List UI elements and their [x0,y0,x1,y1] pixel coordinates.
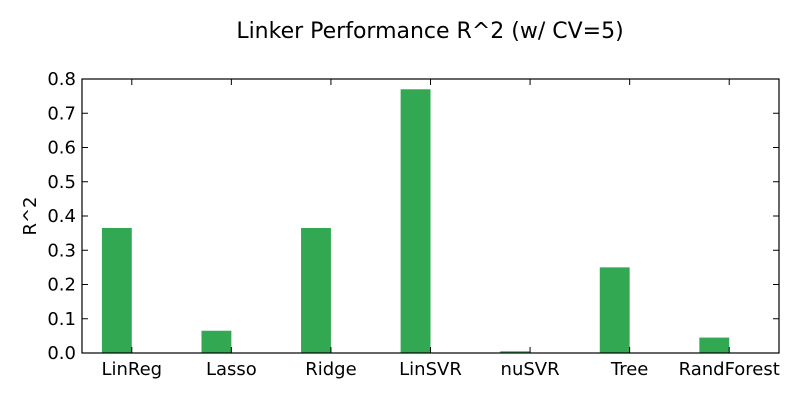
y-tick-label-0.5: 0.5 [47,172,76,193]
bar-linreg [101,227,132,353]
bar-randforest [699,337,730,353]
y-tick-label-0.8: 0.8 [47,69,76,90]
chart-title: Linker Performance R^2 (w/ CV=5) [236,19,623,44]
bar-nusvr [500,351,531,353]
ticks-layer: LinReg Lasso Ridge LinSVR nuSVR Tree RandFores… [47,69,779,380]
plot-frame [81,78,780,354]
x-tick-label-linsvr: LinSVR [399,359,462,380]
y-tick-label-0.4: 0.4 [47,206,76,227]
y-tick-label-0.3: 0.3 [47,240,76,261]
x-tick-label-randforest: RandForest [679,359,780,380]
y-axis-label: R^2 [20,196,41,235]
x-tick-label-tree: Tree [610,359,649,380]
y-tick-label-0.6: 0.6 [47,138,76,159]
bar-lasso [201,330,232,353]
bars-layer [101,89,730,354]
bar-ridge [301,227,331,353]
y-tick-label-0.7: 0.7 [47,103,76,124]
bar-linsvr [400,89,431,354]
bar-tree [599,267,630,353]
x-tick-label-ridge: Ridge [305,359,356,380]
y-tick-label-0.2: 0.2 [47,275,76,296]
y-tick-label-0.0: 0.0 [47,343,76,364]
x-tick-label-lasso: Lasso [206,359,257,380]
x-tick-label-nusvr: nuSVR [501,359,560,380]
x-tick-label-linreg: LinReg [101,359,162,380]
y-tick-label-0.1: 0.1 [47,309,76,330]
